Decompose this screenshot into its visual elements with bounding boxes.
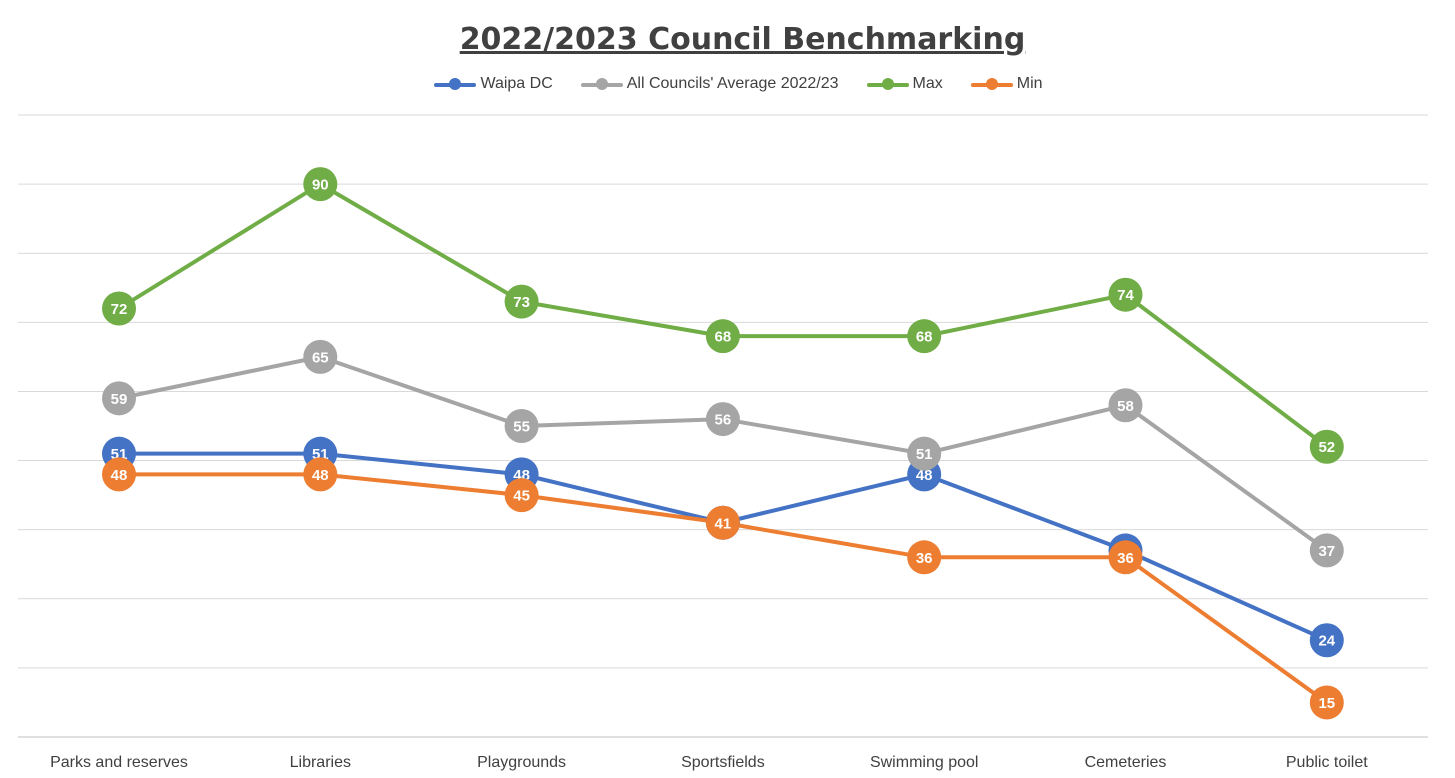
data-label: 48 <box>312 467 329 484</box>
legend-label: Max <box>912 75 943 92</box>
data-label: 55 <box>513 419 530 436</box>
data-marker <box>907 319 942 354</box>
legend-swatch <box>579 74 625 94</box>
legend: Waipa DC All Councils' Average 2022/23 Max… <box>0 74 1455 94</box>
data-label: 45 <box>513 488 530 505</box>
data-point: 73 <box>504 284 539 319</box>
data-label: 90 <box>312 177 329 194</box>
data-point: 74 <box>1108 277 1143 312</box>
data-point: 58 <box>1108 388 1143 423</box>
data-label: 59 <box>111 391 128 408</box>
data-marker <box>303 167 338 202</box>
gridlines <box>18 114 1428 738</box>
data-marker <box>1309 623 1344 658</box>
data-point: 59 <box>102 381 136 416</box>
data-label: 73 <box>513 294 530 311</box>
data-label: 68 <box>916 329 933 346</box>
data-point: 68 <box>705 319 740 354</box>
data-marker <box>1309 429 1344 464</box>
data-marker <box>102 381 136 416</box>
category-label: Public toilet <box>1286 754 1368 771</box>
legend-swatch <box>969 74 1015 94</box>
data-label: 74 <box>1117 287 1134 304</box>
data-label: 37 <box>1318 543 1335 560</box>
category-label: Libraries <box>290 754 351 771</box>
data-point: 68 <box>907 319 942 354</box>
category-label: Parks and reserves <box>50 754 188 771</box>
data-marker <box>504 478 539 513</box>
legend-swatch <box>432 74 478 94</box>
data-marker <box>705 319 740 354</box>
category-label: Cemeteries <box>1085 754 1167 771</box>
data-marker <box>907 540 942 575</box>
data-marker <box>1108 277 1143 312</box>
data-marker <box>303 339 338 374</box>
data-point: 52 <box>1309 429 1344 464</box>
data-label: 36 <box>916 550 933 567</box>
category-label: Playgrounds <box>477 754 566 771</box>
data-point: 48 <box>102 457 136 492</box>
data-point: 72 <box>102 291 136 326</box>
legend-item: All Councils' Average 2022/23 <box>579 74 839 94</box>
data-marker <box>705 505 740 540</box>
data-marker <box>1108 540 1143 575</box>
data-point: 56 <box>705 402 740 437</box>
legend-swatch <box>865 74 911 94</box>
data-marker <box>504 284 539 319</box>
data-label: 52 <box>1318 439 1335 456</box>
data-point: 41 <box>705 505 740 540</box>
legend-label: Min <box>1016 75 1043 92</box>
data-label: 65 <box>312 349 329 366</box>
data-point: 36 <box>1108 540 1143 575</box>
data-marker <box>705 402 740 437</box>
category-label: Swimming pool <box>870 754 978 771</box>
data-point: 51 <box>907 436 942 471</box>
legend-item: Waipa DC <box>432 74 553 94</box>
data-point: 45 <box>504 478 539 513</box>
data-marker <box>1309 533 1344 568</box>
data-marker <box>504 409 539 443</box>
data-label: 56 <box>715 412 732 429</box>
data-marker <box>1309 685 1344 720</box>
data-label: 51 <box>916 446 933 463</box>
data-label: 24 <box>1318 633 1335 650</box>
data-label: 68 <box>715 329 732 346</box>
series-line <box>117 451 1329 643</box>
data-marker <box>102 457 136 492</box>
data-label: 48 <box>111 467 128 484</box>
legend-item: Max <box>865 74 943 94</box>
series-lines <box>117 182 1329 705</box>
data-marker <box>102 291 136 326</box>
data-marker <box>1108 388 1143 423</box>
data-point: 48 <box>303 457 338 492</box>
category-label: Sportsfields <box>681 754 765 771</box>
category-axis-labels: Parks and reserves Libraries Playgrounds Sp… <box>50 754 1368 771</box>
data-label: 15 <box>1318 695 1335 712</box>
data-point: 24 <box>1309 623 1344 658</box>
data-point: 15 <box>1309 685 1344 720</box>
data-point: 55 <box>504 409 539 443</box>
data-marker <box>907 436 942 471</box>
data-markers: 5151484148372459655556515837729073686874… <box>102 167 1344 720</box>
data-marker <box>303 457 338 492</box>
data-point: 65 <box>303 339 338 374</box>
data-label: 72 <box>111 301 128 318</box>
data-label: 48 <box>916 467 933 484</box>
legend-label: Waipa DC <box>480 75 553 92</box>
data-point: 36 <box>907 540 942 575</box>
data-label: 58 <box>1117 398 1134 415</box>
data-point: 90 <box>303 167 338 202</box>
chart-title: 2022/2023 Council Benchmarking <box>459 22 1026 57</box>
data-label: 41 <box>715 515 732 532</box>
legend-item: Min <box>969 74 1043 94</box>
data-point: 37 <box>1309 533 1344 568</box>
data-label: 36 <box>1117 550 1134 567</box>
legend-label: All Councils' Average 2022/23 <box>626 75 839 92</box>
